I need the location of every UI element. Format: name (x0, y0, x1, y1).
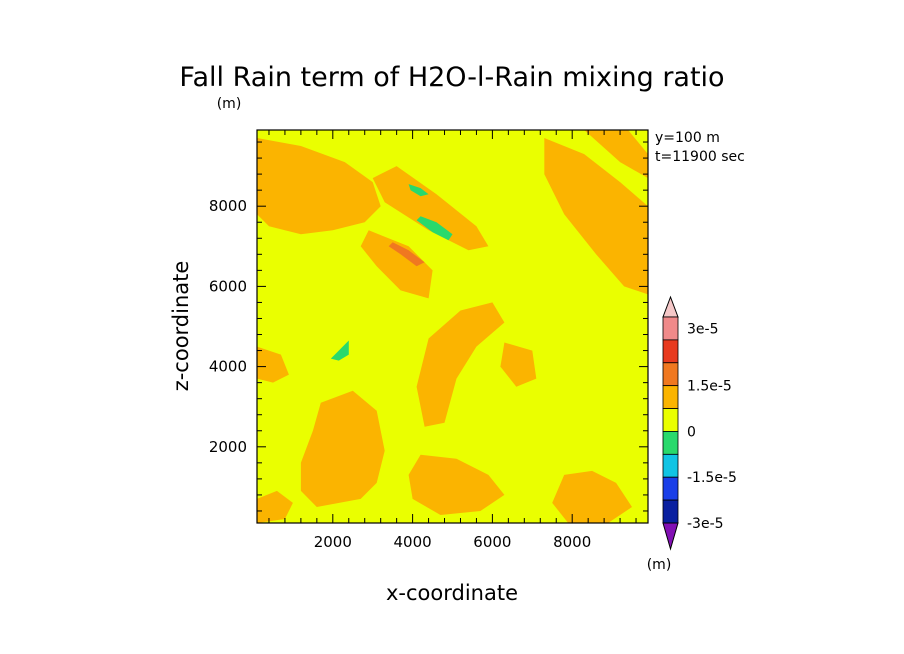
y-tick-label: 6000 (209, 277, 247, 295)
contour-region-12 (388, 242, 425, 267)
colorbar-box (662, 476, 679, 501)
x-tick-label: 2000 (314, 533, 352, 551)
y-tick-label: 2000 (209, 438, 247, 456)
contour-region-3 (544, 138, 648, 295)
contour-region-8 (257, 346, 289, 383)
x-tick-label: 4000 (394, 533, 432, 551)
contour-region-7 (552, 470, 632, 523)
contour-region-1 (372, 166, 489, 251)
contour-region-5 (300, 390, 385, 507)
contour-region-6 (408, 454, 505, 515)
colorbar-box (662, 431, 679, 455)
x-tick-label: 8000 (553, 533, 591, 551)
colorbar-box (662, 316, 679, 341)
colorbar-box (662, 408, 679, 432)
contour-region-14 (416, 216, 453, 241)
colorbar-unit: (m) (647, 557, 672, 573)
contour-region-10 (500, 342, 537, 387)
title-unit: (m) (217, 96, 242, 112)
x-axis-label: x-coordinate (386, 581, 518, 605)
y-axis-label: z-coordinate (169, 261, 193, 392)
contour-region-9 (257, 490, 293, 523)
colorbar-box (662, 339, 679, 364)
contour-region-15 (330, 340, 349, 361)
colorbar-label: 0 (687, 424, 696, 440)
chart-title: Fall Rain term of H2O-l-Rain mixing rati… (179, 62, 724, 93)
plot-frame (256, 129, 649, 524)
y-tick-label: 4000 (209, 358, 247, 376)
y-tick-label: 8000 (209, 197, 247, 215)
colorbar-label: 3e-5 (687, 321, 718, 337)
colorbar-box (662, 499, 679, 524)
contour-region-0 (257, 138, 381, 235)
colorbar-top-arrow (662, 295, 679, 318)
contour-region-2 (360, 230, 433, 299)
colorbar: 3e-5 1.5e-5 0 -1.5e-5 -3e-5 (662, 295, 737, 551)
x-tick-label: 6000 (473, 533, 511, 551)
colorbar-box (662, 453, 679, 478)
annotation-y: y=100 m (655, 130, 720, 146)
colorbar-label: 1.5e-5 (687, 379, 732, 395)
colorbar-box (662, 362, 679, 387)
plot-area (257, 130, 648, 523)
colorbar-label: -1.5e-5 (687, 470, 737, 486)
contour-region-4 (416, 302, 505, 427)
colorbar-bottom-arrow (662, 522, 679, 551)
axes: 2000 4000 6000 8000 2000 4000 6000 8000 (209, 129, 649, 551)
colorbar-box (662, 385, 679, 409)
contour-region-13 (408, 184, 429, 197)
annotation-t: t=11900 sec (655, 149, 745, 165)
contour-region-11 (584, 130, 648, 179)
colorbar-label: -3e-5 (687, 516, 724, 532)
